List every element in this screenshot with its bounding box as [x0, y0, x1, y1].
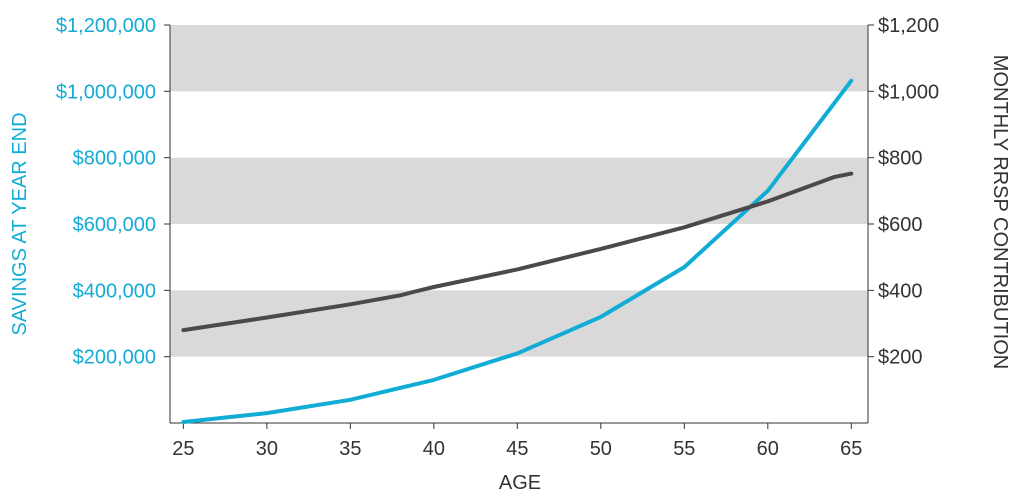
left-tick-label: $1,000,000: [56, 81, 156, 103]
x-tick-label: 40: [423, 438, 445, 460]
tick-labels: $200,000 $400,000 $600,000 $800,000 $1,000,0…: [56, 15, 939, 460]
background-bands: [170, 25, 868, 357]
x-tick-label: 30: [256, 438, 278, 460]
contribution-line: [181, 171, 854, 333]
right-tick-label: $1,200: [878, 15, 939, 37]
right-tick-label: $400: [878, 280, 923, 302]
left-tick-label: $1,200,000: [56, 15, 156, 37]
right-tick-label: $600: [878, 214, 923, 236]
chart-series: [181, 78, 854, 424]
right-tick-label: $200: [878, 347, 923, 369]
x-tick-label: 65: [840, 438, 862, 460]
background-band: [170, 290, 868, 357]
chart-axes: [164, 24, 874, 429]
left-tick-label: $400,000: [73, 280, 156, 302]
x-tick-label: 55: [673, 438, 695, 460]
right-tick-label: $1,000: [878, 81, 939, 103]
left-y-axis-label: SAVINGS AT YEAR END: [9, 112, 31, 335]
right-y-axis-label: MONTHLY RRSP CONTRIBUTION: [989, 55, 1011, 369]
left-tick-label: $800,000: [73, 148, 156, 170]
x-tick-label: 60: [757, 438, 779, 460]
x-tick-label: 35: [339, 438, 361, 460]
x-tick-label: 25: [172, 438, 194, 460]
x-tick-label: 50: [590, 438, 612, 460]
right-tick-label: $800: [878, 148, 923, 170]
background-band: [170, 25, 868, 92]
left-tick-label: $200,000: [73, 347, 156, 369]
left-tick-label: $600,000: [73, 214, 156, 236]
x-tick-label: 45: [506, 438, 528, 460]
x-axis-label: AGE: [499, 472, 541, 494]
background-band: [170, 157, 868, 224]
savings-line: [181, 78, 854, 424]
